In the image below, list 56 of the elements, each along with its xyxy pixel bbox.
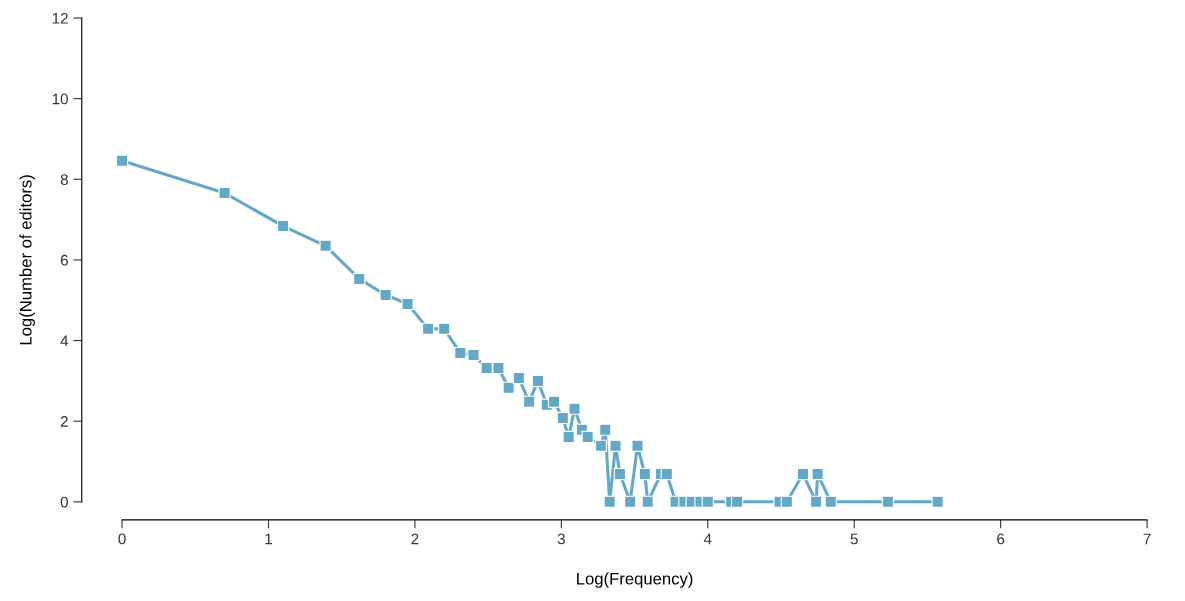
point	[660, 467, 673, 481]
point	[421, 322, 435, 335]
y-tick-label: 2	[60, 416, 68, 427]
point	[603, 495, 616, 508]
point	[492, 361, 505, 375]
point	[467, 348, 480, 362]
point	[811, 467, 824, 481]
point	[641, 495, 654, 508]
point	[438, 322, 451, 335]
point	[353, 272, 366, 285]
x-tick-label: 5	[850, 533, 858, 545]
point	[379, 288, 392, 302]
point	[218, 186, 231, 200]
point	[810, 495, 823, 508]
point	[115, 154, 129, 167]
x-tick-label: 3	[557, 533, 565, 545]
y-axis-title: Log(Number of editors)	[19, 175, 35, 345]
point	[568, 402, 581, 415]
point	[594, 439, 607, 452]
point	[502, 381, 515, 394]
x-tick-label: 6	[997, 533, 1005, 545]
point	[780, 495, 793, 508]
point	[609, 439, 622, 452]
x-tick-label: 0	[118, 533, 126, 545]
point	[277, 219, 290, 233]
x-tick-label: 1	[265, 533, 272, 545]
point	[931, 495, 944, 508]
point	[523, 395, 536, 408]
point	[547, 395, 561, 408]
point	[624, 495, 637, 508]
point	[581, 430, 594, 444]
point	[881, 495, 895, 508]
point	[638, 467, 651, 481]
x-axis-title: Log(Frequency)	[577, 572, 693, 588]
point	[531, 374, 545, 387]
point	[796, 467, 810, 481]
y-tick-label: 10	[52, 93, 68, 105]
y-tick-label: 8	[60, 174, 68, 185]
x-tick-label: 4	[703, 533, 712, 545]
point	[512, 371, 525, 385]
y-tick-label: 0	[60, 496, 68, 508]
x-tick-label: 7	[1143, 533, 1151, 545]
point	[730, 495, 744, 508]
point	[824, 495, 837, 508]
x-tick-label: 2	[411, 533, 419, 545]
y-tick-label: 4	[60, 335, 69, 347]
point	[556, 411, 569, 425]
y-tick-label: 6	[60, 254, 68, 266]
point	[631, 439, 644, 452]
point	[319, 239, 332, 252]
point	[562, 430, 575, 444]
point	[599, 423, 612, 436]
y-tick-label: 12	[52, 12, 68, 24]
point	[613, 467, 627, 481]
point	[701, 495, 714, 508]
point	[454, 346, 467, 360]
